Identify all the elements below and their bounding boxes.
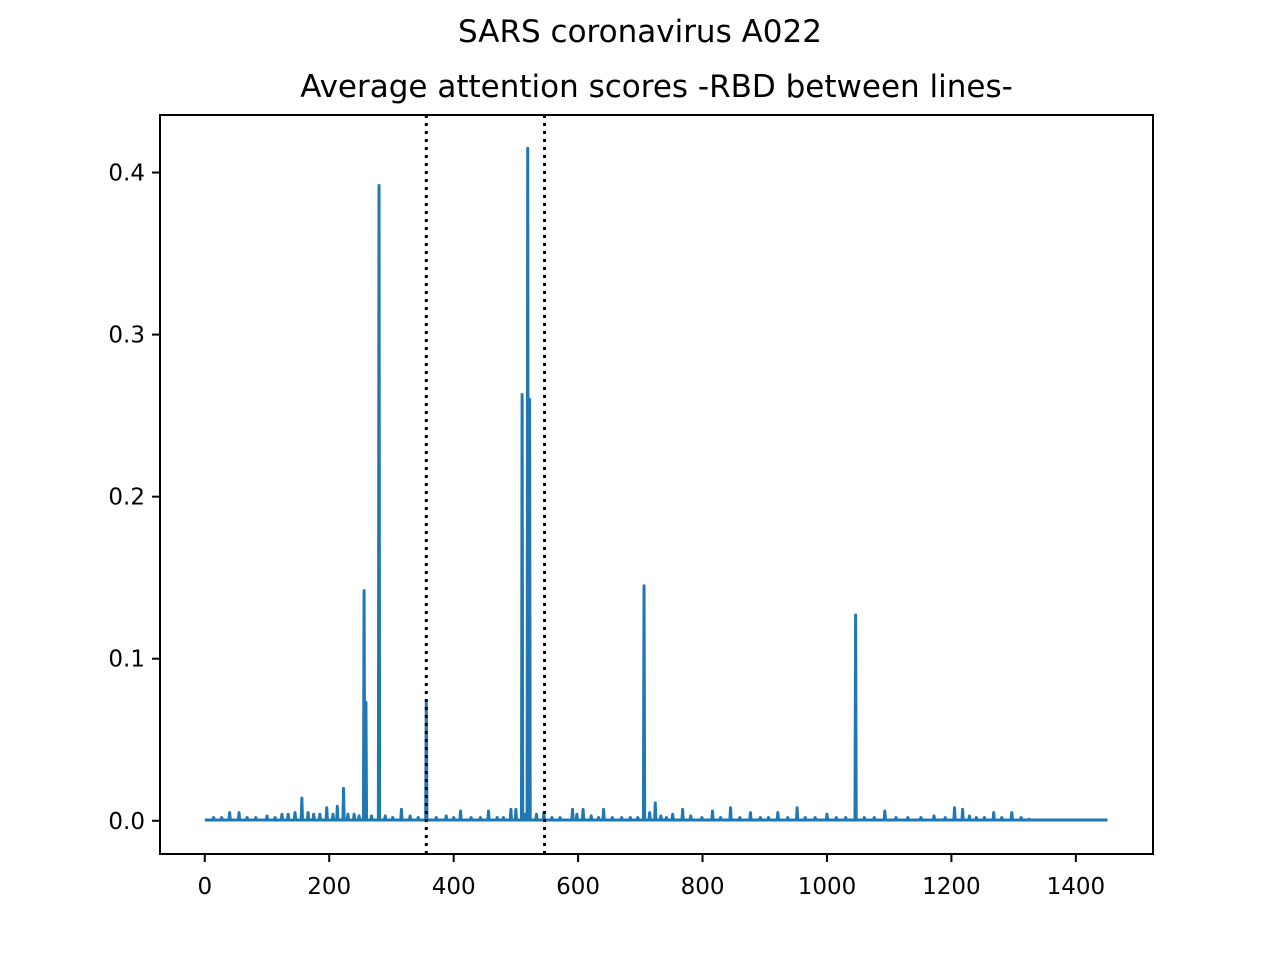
y-tick-label: 0.1 [108,647,145,673]
x-tick-label: 400 [432,874,476,900]
y-tick-label: 0.2 [108,485,145,511]
x-tick-label: 800 [681,874,725,900]
axes-frame [159,114,1154,855]
x-tick-label: 1000 [798,874,857,900]
x-tick-label: 600 [556,874,600,900]
y-tick-label: 0.3 [108,323,145,349]
y-tick-label: 0.4 [108,161,145,187]
x-tick-label: 1200 [922,874,981,900]
series-line-1 [203,146,1109,822]
x-tick-label: 0 [197,874,212,900]
chart-suptitle: SARS coronavirus A022 [458,14,822,50]
chart-title: Average attention scores -RBD between li… [300,69,1013,105]
y-tick-label: 0.0 [108,809,145,835]
x-tick-label: 200 [307,874,351,900]
x-tick-label: 1400 [1047,874,1106,900]
